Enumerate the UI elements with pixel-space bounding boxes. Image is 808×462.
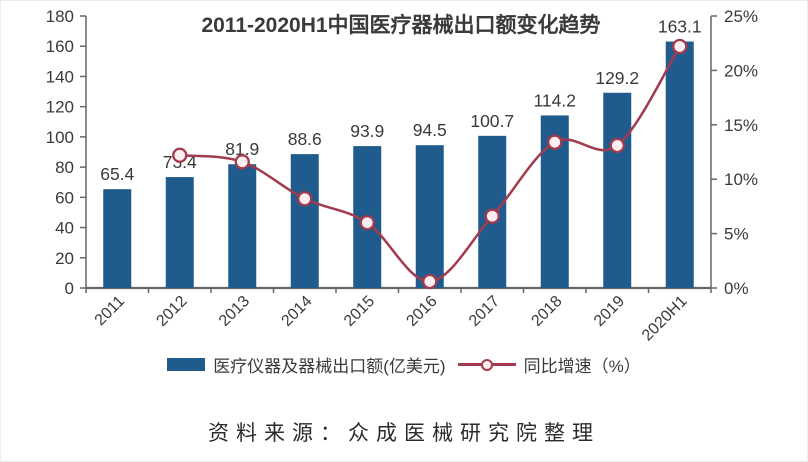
chart-legend: 医疗仪器及器械出口额(亿美元) 同比增速（%）: [1, 352, 807, 377]
y-axis-left-tick-label: 120: [46, 98, 74, 117]
legend-label-exports: 医疗仪器及器械出口额(亿美元): [213, 357, 446, 376]
bar-2020H1: [665, 41, 694, 288]
bar-value-label-2013: 81.9: [225, 139, 259, 159]
y-axis-left-tick-label: 140: [46, 67, 74, 86]
y-axis-left-tick-label: 0: [65, 279, 74, 298]
growth-line-marker: [484, 208, 500, 224]
y-axis-left-tick-label: 180: [46, 7, 74, 26]
bar-value-label-2017: 100.7: [470, 111, 514, 131]
growth-line-marker: [547, 134, 563, 150]
x-axis-label-2017: 2017: [466, 293, 503, 330]
line-series-swatch: [457, 358, 516, 371]
growth-line-marker: [234, 154, 250, 170]
y-axis-right-tick-label: 20%: [724, 61, 758, 80]
x-axis-label-2012: 2012: [153, 293, 190, 330]
y-axis-left-tick-label: 80: [55, 158, 74, 177]
bar-2019: [603, 92, 632, 289]
bar-2014: [290, 154, 319, 288]
line-marker-icon: [480, 358, 493, 371]
chart-title: 2011-2020H1中国医疗器械出口额变化趋势: [201, 13, 600, 37]
x-axis-label-2018: 2018: [528, 293, 565, 330]
y-axis-right-tick-label: 15%: [724, 116, 758, 135]
legend-item-exports: 医疗仪器及器械出口额(亿美元): [167, 352, 446, 377]
x-axis-label-2016: 2016: [403, 293, 440, 330]
growth-line-marker: [359, 215, 375, 231]
source-note: 资料来源：众成医械研究院整理: [208, 421, 600, 445]
bar-2016: [415, 145, 444, 288]
growth-line-marker: [422, 273, 438, 290]
y-axis-left-tick-label: 160: [46, 37, 74, 56]
growth-line-marker: [609, 137, 625, 154]
y-axis-right-tick-label: 10%: [724, 170, 758, 189]
chart-canvas: 2011-2020H1中国医疗器械出口额变化趋势 0 20 40 60 80 100 120…: [46, 7, 758, 345]
x-axis-label-2011: 2011: [92, 293, 128, 329]
growth-line-marker: [297, 191, 313, 207]
y-axis-right-tick-label: 25%: [724, 7, 758, 26]
y-axis-left-tick-label: 20: [55, 249, 74, 268]
y-axis-left-tick-label: 40: [55, 219, 74, 238]
y-axis-right-tick-label: 5%: [724, 225, 749, 244]
growth-line-marker: [672, 38, 688, 55]
bar-2012: [165, 177, 194, 288]
legend-item-growth: 同比增速（%）: [457, 352, 641, 377]
bar-2011: [103, 189, 132, 288]
legend-label-growth: 同比增速（%）: [523, 357, 641, 376]
bar-value-label-2016: 94.5: [413, 120, 447, 140]
growth-line-marker: [172, 147, 188, 163]
y-axis-left-tick-label: 60: [55, 188, 74, 207]
x-axis-label-2013: 2013: [216, 293, 253, 330]
x-axis-label-2014: 2014: [278, 293, 315, 330]
y-axis-right-tick-label: 0%: [724, 279, 749, 298]
x-axis-label-2019: 2019: [591, 293, 628, 330]
x-axis-label-2020H1: 2020H1: [639, 293, 691, 345]
bar-value-label-2014: 88.6: [288, 129, 322, 149]
x-axis-label-2015: 2015: [341, 293, 378, 330]
bar-value-label-2015: 93.9: [350, 121, 384, 141]
bar-value-label-2020H1: 163.1: [658, 17, 702, 37]
bar-value-label-2018: 114.2: [534, 90, 577, 110]
growth-line: [179, 45, 681, 283]
bar-value-label-2011: 65.4: [100, 164, 134, 184]
bar-value-label-2019: 129.2: [595, 68, 639, 88]
bar-series-swatch: [167, 358, 206, 371]
bar-2013: [228, 164, 257, 288]
y-axis-left-tick-label: 100: [46, 128, 74, 147]
